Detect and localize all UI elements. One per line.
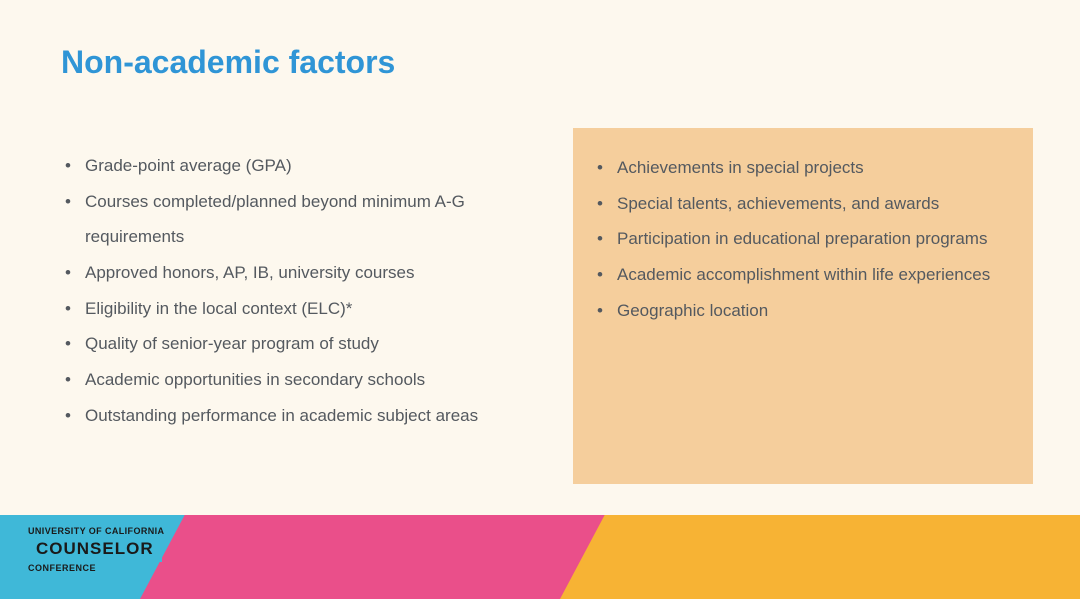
footer: UNIVERSITY OF CALIFORNIA COUNSELOR CONFE…: [0, 515, 1080, 599]
left-list: Grade-point average (GPA)Courses complet…: [61, 148, 553, 434]
footer-stripe: [560, 515, 1080, 599]
list-item: Courses completed/planned beyond minimum…: [61, 184, 553, 255]
list-item: Achievements in special projects: [593, 150, 1013, 186]
conference-logo: UNIVERSITY OF CALIFORNIA COUNSELOR CONFE…: [28, 526, 164, 573]
list-item: Eligibility in the local context (ELC)*: [61, 291, 553, 327]
logo-conference-line: CONFERENCE: [28, 563, 164, 573]
logo-counselor-line: COUNSELOR: [28, 536, 162, 562]
list-item: Outstanding performance in academic subj…: [61, 398, 553, 434]
list-item: Academic opportunities in secondary scho…: [61, 362, 553, 398]
slide-title: Non-academic factors: [61, 44, 395, 81]
list-item: Quality of senior-year program of study: [61, 326, 553, 362]
right-column: Achievements in special projectsSpecial …: [593, 150, 1013, 328]
list-item: Geographic location: [593, 293, 1013, 329]
list-item: Special talents, achievements, and award…: [593, 186, 1013, 222]
logo-university-line: UNIVERSITY OF CALIFORNIA: [28, 526, 164, 536]
slide: Non-academic factors Grade-point average…: [0, 0, 1080, 599]
list-item: Grade-point average (GPA): [61, 148, 553, 184]
right-list: Achievements in special projectsSpecial …: [593, 150, 1013, 328]
list-item: Participation in educational preparation…: [593, 221, 1013, 257]
list-item: Approved honors, AP, IB, university cour…: [61, 255, 553, 291]
left-column: Grade-point average (GPA)Courses complet…: [61, 148, 553, 434]
list-item: Academic accomplishment within life expe…: [593, 257, 1013, 293]
